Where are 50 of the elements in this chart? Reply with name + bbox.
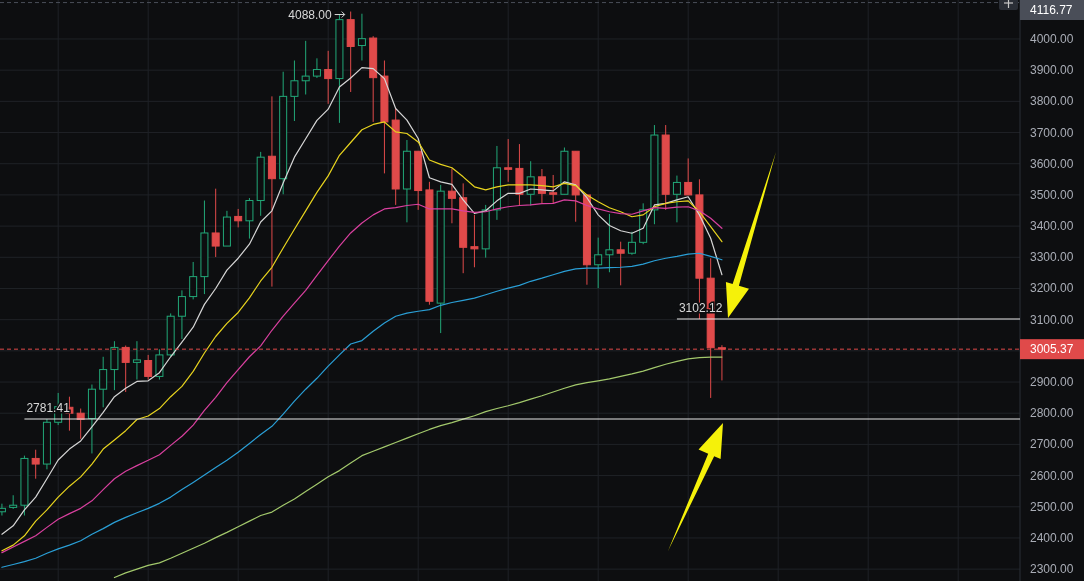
candlestick (605, 213, 614, 273)
candlestick (301, 40, 310, 95)
candlestick (616, 241, 625, 286)
annotation: 4088.00 (288, 7, 332, 22)
candlestick (234, 208, 243, 228)
y-tick-label: 3600.00 (1030, 156, 1074, 171)
ref-line-label: 4116.77 (1030, 3, 1073, 17)
y-tick-label: 3700.00 (1030, 125, 1074, 140)
candlestick (447, 167, 456, 224)
y-tick-label: 2900.00 (1030, 375, 1074, 390)
y-tick-label: 3100.00 (1030, 312, 1074, 327)
candlestick (594, 237, 603, 289)
candlestick (312, 57, 321, 79)
candlestick (132, 340, 141, 381)
candlestick (267, 95, 276, 288)
candlestick (177, 289, 186, 340)
line-series (1, 252, 723, 568)
candlestick (549, 174, 558, 204)
y-tick-label: 2500.00 (1030, 499, 1074, 514)
candlestick (324, 50, 333, 105)
candlestick (144, 354, 153, 381)
y-tick-label: 3400.00 (1030, 219, 1074, 234)
candlestick (470, 214, 479, 268)
ref-line-label: 3005.37 (1030, 342, 1074, 357)
y-tick-label: 3900.00 (1030, 63, 1074, 78)
candlestick (155, 348, 164, 381)
y-tick-label: 2300.00 (1030, 562, 1074, 577)
candlestick (672, 175, 681, 223)
candlestick (245, 197, 254, 240)
candlestick (110, 340, 119, 391)
y-tick-label: 2400.00 (1030, 530, 1074, 545)
y-tick-label: 3200.00 (1030, 281, 1074, 296)
candlestick (31, 449, 40, 480)
y-tick-label: 3800.00 (1030, 94, 1074, 109)
candlestick (99, 356, 108, 408)
candlestick (627, 231, 636, 256)
candlestick (504, 138, 513, 183)
y-tick-label: 3300.00 (1030, 250, 1074, 265)
candlestick (290, 60, 299, 122)
y-tick-label: 3500.00 (1030, 187, 1074, 202)
candlestick (189, 261, 198, 300)
y-tick-label: 2700.00 (1030, 437, 1074, 452)
line-series (1, 199, 723, 554)
y-tick-label: 2600.00 (1030, 468, 1074, 483)
y-tick-label: 4000.00 (1030, 31, 1074, 46)
candlestick (211, 188, 220, 258)
line-series (113, 356, 723, 579)
y-tick-label: 2800.00 (1030, 406, 1074, 421)
candlestick (357, 13, 366, 61)
candlestick (684, 157, 693, 196)
